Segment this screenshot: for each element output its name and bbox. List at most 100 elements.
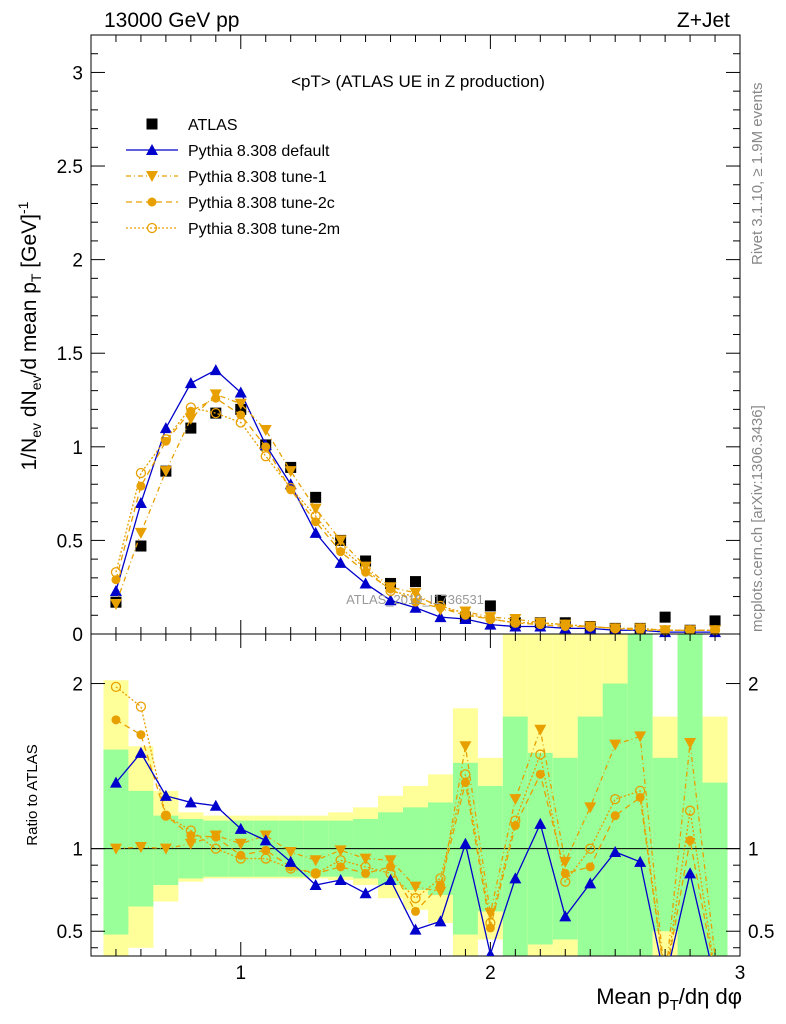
ratio-point bbox=[684, 737, 697, 749]
data-point bbox=[535, 617, 546, 628]
ratio-point bbox=[136, 730, 146, 740]
x-tick-label: 2 bbox=[485, 963, 496, 984]
ratio-point bbox=[560, 868, 570, 878]
data-point bbox=[136, 481, 146, 491]
band-inner bbox=[677, 634, 703, 956]
data-point bbox=[410, 576, 421, 588]
ratio-point bbox=[534, 724, 547, 736]
legend-label: Pythia 8.308 default bbox=[188, 143, 330, 160]
ratio-point bbox=[311, 868, 321, 878]
data-point bbox=[434, 594, 446, 606]
data-point bbox=[409, 587, 422, 599]
legend-label: Pythia 8.308 tune-2c bbox=[188, 195, 335, 212]
ratio-point bbox=[509, 872, 522, 884]
data-point bbox=[310, 491, 322, 503]
y-tick-label: 1.5 bbox=[57, 344, 83, 365]
ratio-y-label: Ratio to ATLAS bbox=[24, 744, 41, 845]
data-point bbox=[134, 527, 147, 539]
ratio-point bbox=[460, 778, 470, 788]
ratio-point bbox=[261, 845, 271, 855]
ratio-point bbox=[585, 862, 595, 872]
ratio-point bbox=[361, 868, 371, 878]
plot-title: <pT> (ATLAS UE in Z production) bbox=[291, 72, 545, 91]
ratio-point bbox=[334, 845, 347, 857]
y-tick-label-right: 1 bbox=[748, 840, 759, 861]
data-point bbox=[135, 540, 147, 552]
data-point bbox=[210, 407, 221, 419]
ratio-panel: 1 2 30.5 0.51 12 2 bbox=[57, 633, 774, 984]
ratio-point bbox=[309, 855, 322, 867]
ratio-point bbox=[610, 793, 621, 805]
ratio-point bbox=[484, 908, 497, 920]
ratio-point bbox=[259, 834, 272, 846]
ratio-point bbox=[459, 741, 472, 753]
ratio-point bbox=[236, 850, 246, 860]
ratio-point bbox=[685, 835, 695, 845]
data-point bbox=[409, 601, 422, 613]
y-tick-label: 2.5 bbox=[57, 157, 83, 178]
x-tick-label: 1 bbox=[235, 963, 246, 984]
data-point bbox=[585, 622, 595, 632]
legend-marker bbox=[146, 171, 158, 182]
data-point bbox=[110, 567, 122, 578]
band-inner bbox=[652, 757, 678, 932]
data-point bbox=[260, 451, 271, 462]
ratio-point bbox=[134, 842, 147, 854]
ratio-point bbox=[334, 874, 347, 886]
legend-marker bbox=[147, 197, 157, 207]
data-point bbox=[160, 434, 172, 445]
ratio-point bbox=[535, 769, 545, 779]
ratio-point bbox=[386, 862, 396, 872]
data-point bbox=[135, 467, 147, 479]
data-point bbox=[385, 585, 396, 597]
ratio-point bbox=[485, 923, 495, 933]
data-point bbox=[184, 413, 197, 425]
ratio-point bbox=[411, 906, 420, 916]
data-point bbox=[434, 611, 447, 623]
legend-label: Pythia 8.308 tune-1 bbox=[188, 169, 327, 186]
data-point bbox=[334, 556, 347, 568]
data-point bbox=[259, 424, 272, 436]
ratio-point bbox=[609, 845, 622, 857]
y-tick-label: 1 bbox=[72, 438, 83, 459]
data-point bbox=[659, 611, 671, 623]
data-point bbox=[211, 393, 221, 403]
data-point bbox=[484, 600, 496, 612]
data-point bbox=[235, 417, 246, 428]
ratio-point bbox=[510, 821, 520, 831]
y-tick-label: 0.5 bbox=[57, 922, 83, 943]
watermark: ATLAS_2019_I1736531 bbox=[346, 592, 484, 607]
y-tick-label: 2 bbox=[72, 251, 83, 272]
legend-marker bbox=[146, 144, 158, 155]
ratio-point bbox=[209, 830, 222, 842]
ratio-point bbox=[184, 796, 197, 808]
ratio-point bbox=[284, 846, 297, 858]
ratio-point bbox=[509, 794, 522, 806]
data-point bbox=[310, 510, 321, 522]
ratio-point bbox=[359, 853, 372, 865]
band-inner bbox=[702, 782, 728, 956]
ratio-point bbox=[434, 915, 447, 927]
data-point bbox=[159, 422, 172, 434]
ratio-point bbox=[359, 887, 372, 899]
data-point bbox=[635, 623, 646, 634]
ratio-point bbox=[584, 877, 597, 889]
ratio-point bbox=[234, 838, 247, 850]
data-point bbox=[359, 577, 372, 589]
ratio-point bbox=[486, 948, 495, 956]
ratio-point bbox=[610, 811, 620, 821]
ratio-point bbox=[459, 837, 472, 849]
ratio-point bbox=[284, 855, 297, 867]
ratio-point bbox=[635, 792, 645, 802]
legend-label: Pythia 8.308 tune-2m bbox=[188, 221, 340, 238]
ratio-point bbox=[384, 874, 397, 886]
ratio-point bbox=[534, 817, 547, 829]
data-point bbox=[336, 547, 346, 557]
ratio-point bbox=[584, 802, 597, 814]
data-point bbox=[159, 466, 172, 478]
data-point bbox=[485, 613, 496, 625]
data-point bbox=[109, 599, 122, 611]
ratio-point bbox=[159, 789, 172, 801]
data-point bbox=[460, 608, 471, 619]
side-label-mcplots: mcplots.cern.ch [arXiv:1306.3436] bbox=[749, 405, 766, 632]
